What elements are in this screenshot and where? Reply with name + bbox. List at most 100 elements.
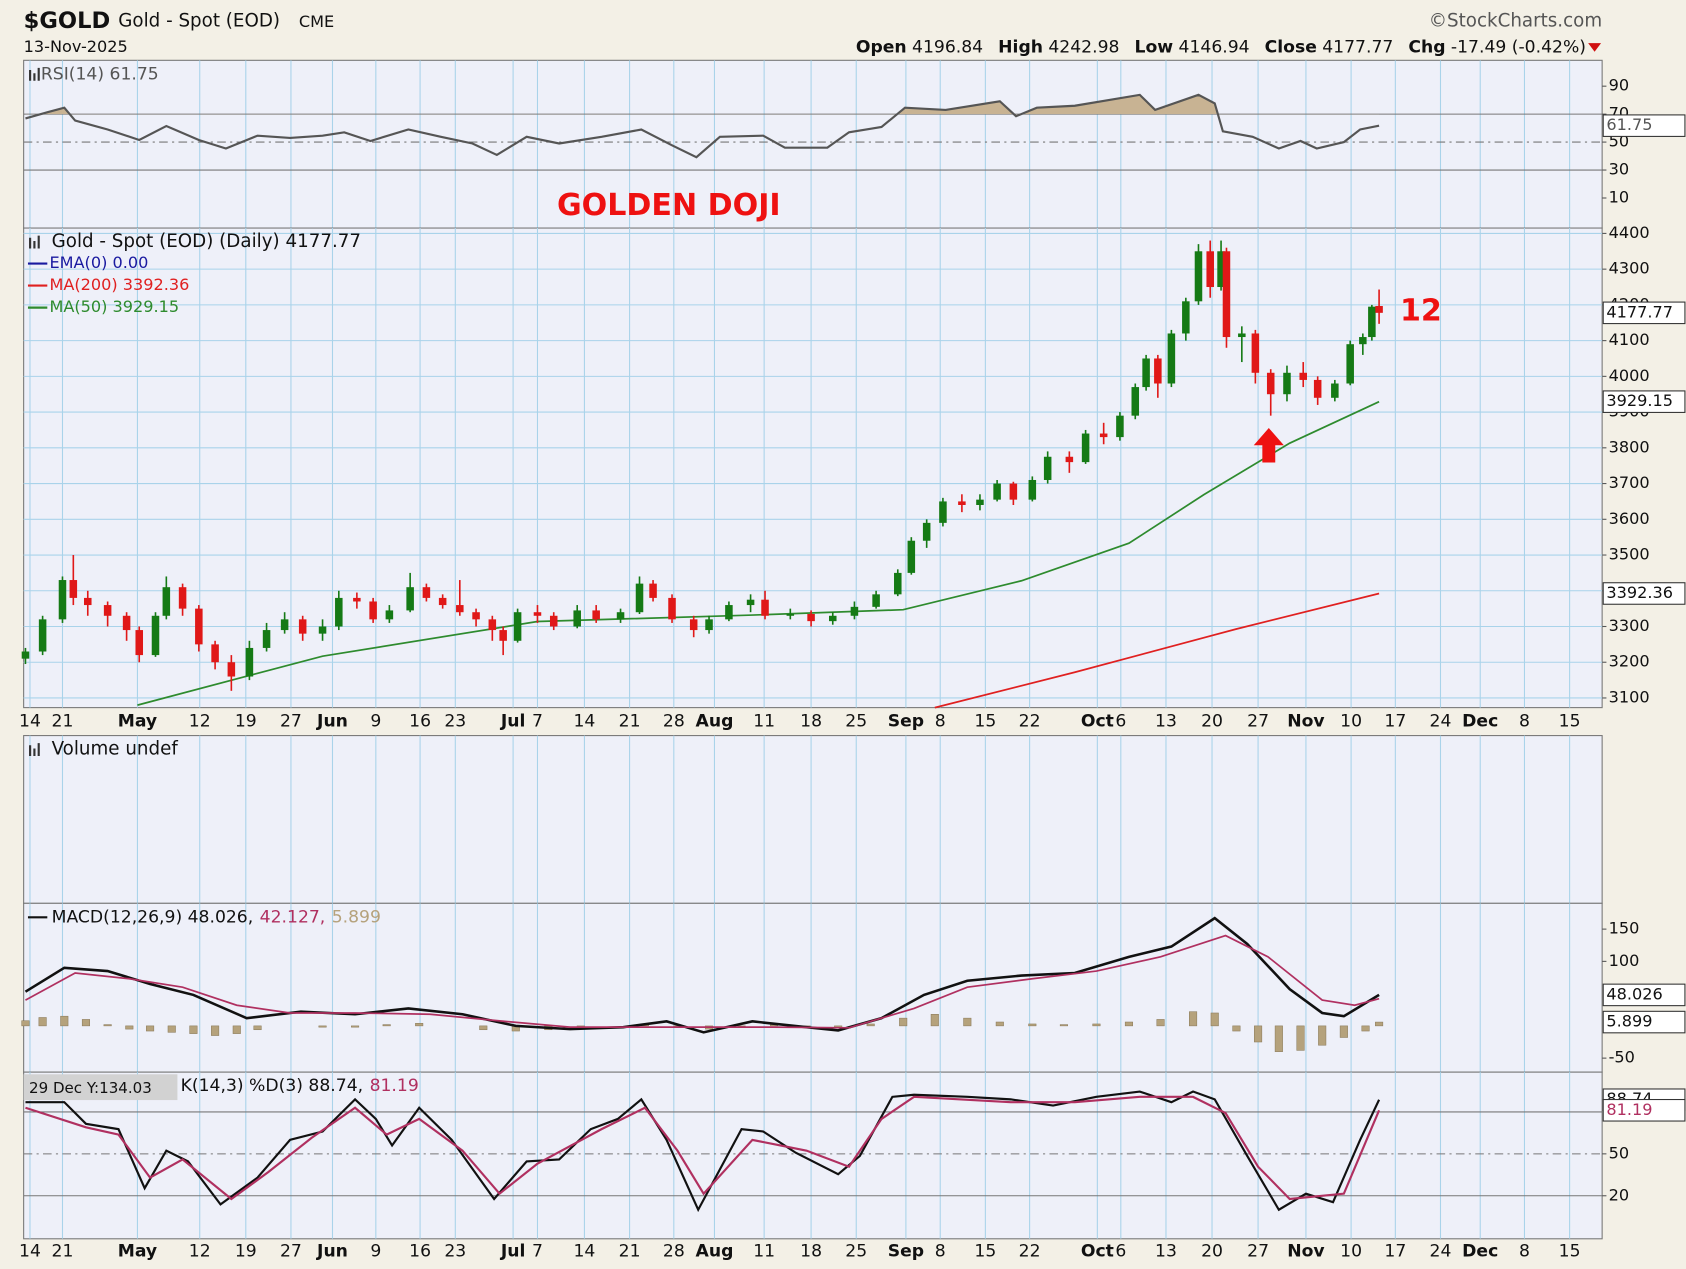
x-tick-label: 22 (1019, 1242, 1041, 1262)
candle-body (635, 583, 644, 613)
quote-value: 4177.77 (1322, 37, 1393, 57)
histogram-bar (211, 1025, 220, 1036)
candle-body (58, 580, 67, 620)
candle-body (850, 606, 859, 616)
panel (23, 227, 1603, 709)
y-tick-label: 90 (1609, 76, 1629, 95)
candle-body (993, 483, 1001, 500)
histogram-bar (1124, 1021, 1133, 1027)
candle-body (1299, 372, 1307, 380)
x-tick-label: 21 (619, 1242, 641, 1262)
candle-body (1065, 456, 1074, 463)
y-tick-label: 3500 (1609, 545, 1650, 564)
candle-body (353, 597, 361, 602)
histogram-bar (318, 1025, 327, 1028)
series-line (24, 916, 1380, 1034)
histogram-bar (1059, 1024, 1068, 1027)
histogram-bar (1318, 1025, 1327, 1046)
x-tick-label: 6 (1115, 1242, 1126, 1262)
candle-body (1131, 387, 1140, 416)
change-arrow (1588, 43, 1602, 52)
candle-body (1116, 415, 1124, 438)
candle-body (1009, 483, 1018, 500)
tooltip: 29 Dec Y:134.03 (29, 1079, 152, 1097)
value-label: 3929.15 (1606, 391, 1673, 410)
candle-body (151, 615, 160, 656)
x-tick-label: 23 (444, 1242, 466, 1262)
value-box (1602, 1098, 1686, 1122)
value-box (1602, 1010, 1686, 1034)
histogram-bar (189, 1025, 198, 1034)
x-tick-label: 7 (532, 1242, 543, 1262)
y-tick-label: 3800 (1609, 437, 1650, 456)
x-tick-label: 10 (1340, 712, 1362, 732)
histogram-bar (21, 1020, 30, 1027)
x-tick-label: 15 (974, 712, 996, 732)
value-box (1602, 114, 1686, 137)
pattern-annotation: GOLDEN DOJI (557, 188, 781, 223)
series-line (934, 592, 1380, 709)
x-tick-label: 24 (1430, 712, 1452, 732)
candle-body (69, 580, 78, 598)
histogram-bar (1210, 1012, 1219, 1027)
candle-body (1142, 358, 1150, 388)
candle-body (1154, 358, 1162, 384)
candle-body (746, 599, 755, 606)
x-tick-label: 12 (189, 712, 211, 732)
x-tick-label: 16 (409, 712, 431, 732)
x-tick-label: 15 (1559, 1242, 1581, 1262)
tooltip-box (23, 1074, 178, 1101)
y-tick-label: 4100 (1609, 330, 1650, 349)
x-tick-label: 19 (235, 712, 257, 732)
candle-body (922, 522, 931, 541)
candle-body (1266, 372, 1275, 395)
x-tick-label: 9 (370, 1242, 381, 1262)
y-tick-label: 3100 (1609, 687, 1650, 706)
x-tick-label: 28 (663, 712, 685, 732)
legend-entry: 42.127, (260, 907, 326, 927)
histogram-bar (1375, 1021, 1384, 1027)
legend-entry: MACD(12,26,9) 48.026, (52, 907, 254, 927)
x-tick-label: Sep (888, 1242, 924, 1262)
value-box (1602, 582, 1686, 605)
x-tick-label: 11 (753, 712, 775, 732)
y-tick-label: 50 (1609, 1143, 1629, 1162)
legend-icon (29, 743, 40, 757)
candle-body (1313, 379, 1322, 398)
x-tick-label: 18 (800, 1242, 822, 1262)
x-tick-label: 13 (1155, 1242, 1177, 1262)
x-tick-label: 14 (19, 1242, 41, 1262)
x-tick-label: 18 (800, 712, 822, 732)
candle-body (786, 613, 795, 616)
y-tick-label: 3700 (1609, 473, 1650, 492)
x-tick-label: Oct (1081, 1242, 1114, 1262)
plot-area: 14 21 May 12 19 27 Jun 9 16 23 Jul 7 14 21 28 Aug 11 18 25… (19, 59, 1686, 1262)
candle-body (262, 630, 271, 648)
histogram-bar (382, 1024, 391, 1027)
legend: Volume undef (52, 739, 179, 760)
candle-body (907, 540, 916, 573)
series-line (137, 400, 1380, 706)
x-tick-label: Jul (500, 712, 526, 732)
x-tick-label: 27 (1247, 712, 1269, 732)
histogram-bar (1156, 1019, 1165, 1027)
histogram-bar (1274, 1025, 1283, 1052)
histogram-bar (930, 1013, 939, 1027)
panel (23, 902, 1603, 1073)
candle-body (573, 610, 581, 627)
quote-label: High (998, 37, 1043, 57)
candle-body (668, 597, 676, 620)
candle-body (369, 601, 377, 620)
value-box (1602, 301, 1686, 325)
candle-body (1182, 301, 1190, 334)
x-tick-label: 15 (974, 1242, 996, 1262)
histogram-bar (146, 1025, 155, 1032)
x-tick-label: 7 (532, 712, 543, 732)
candle-body (488, 619, 497, 631)
candle-body (1359, 337, 1367, 345)
histogram-bar (866, 1023, 875, 1027)
x-tick-label: 13 (1155, 712, 1177, 732)
candle-body (195, 608, 203, 645)
candle-body (499, 630, 507, 641)
